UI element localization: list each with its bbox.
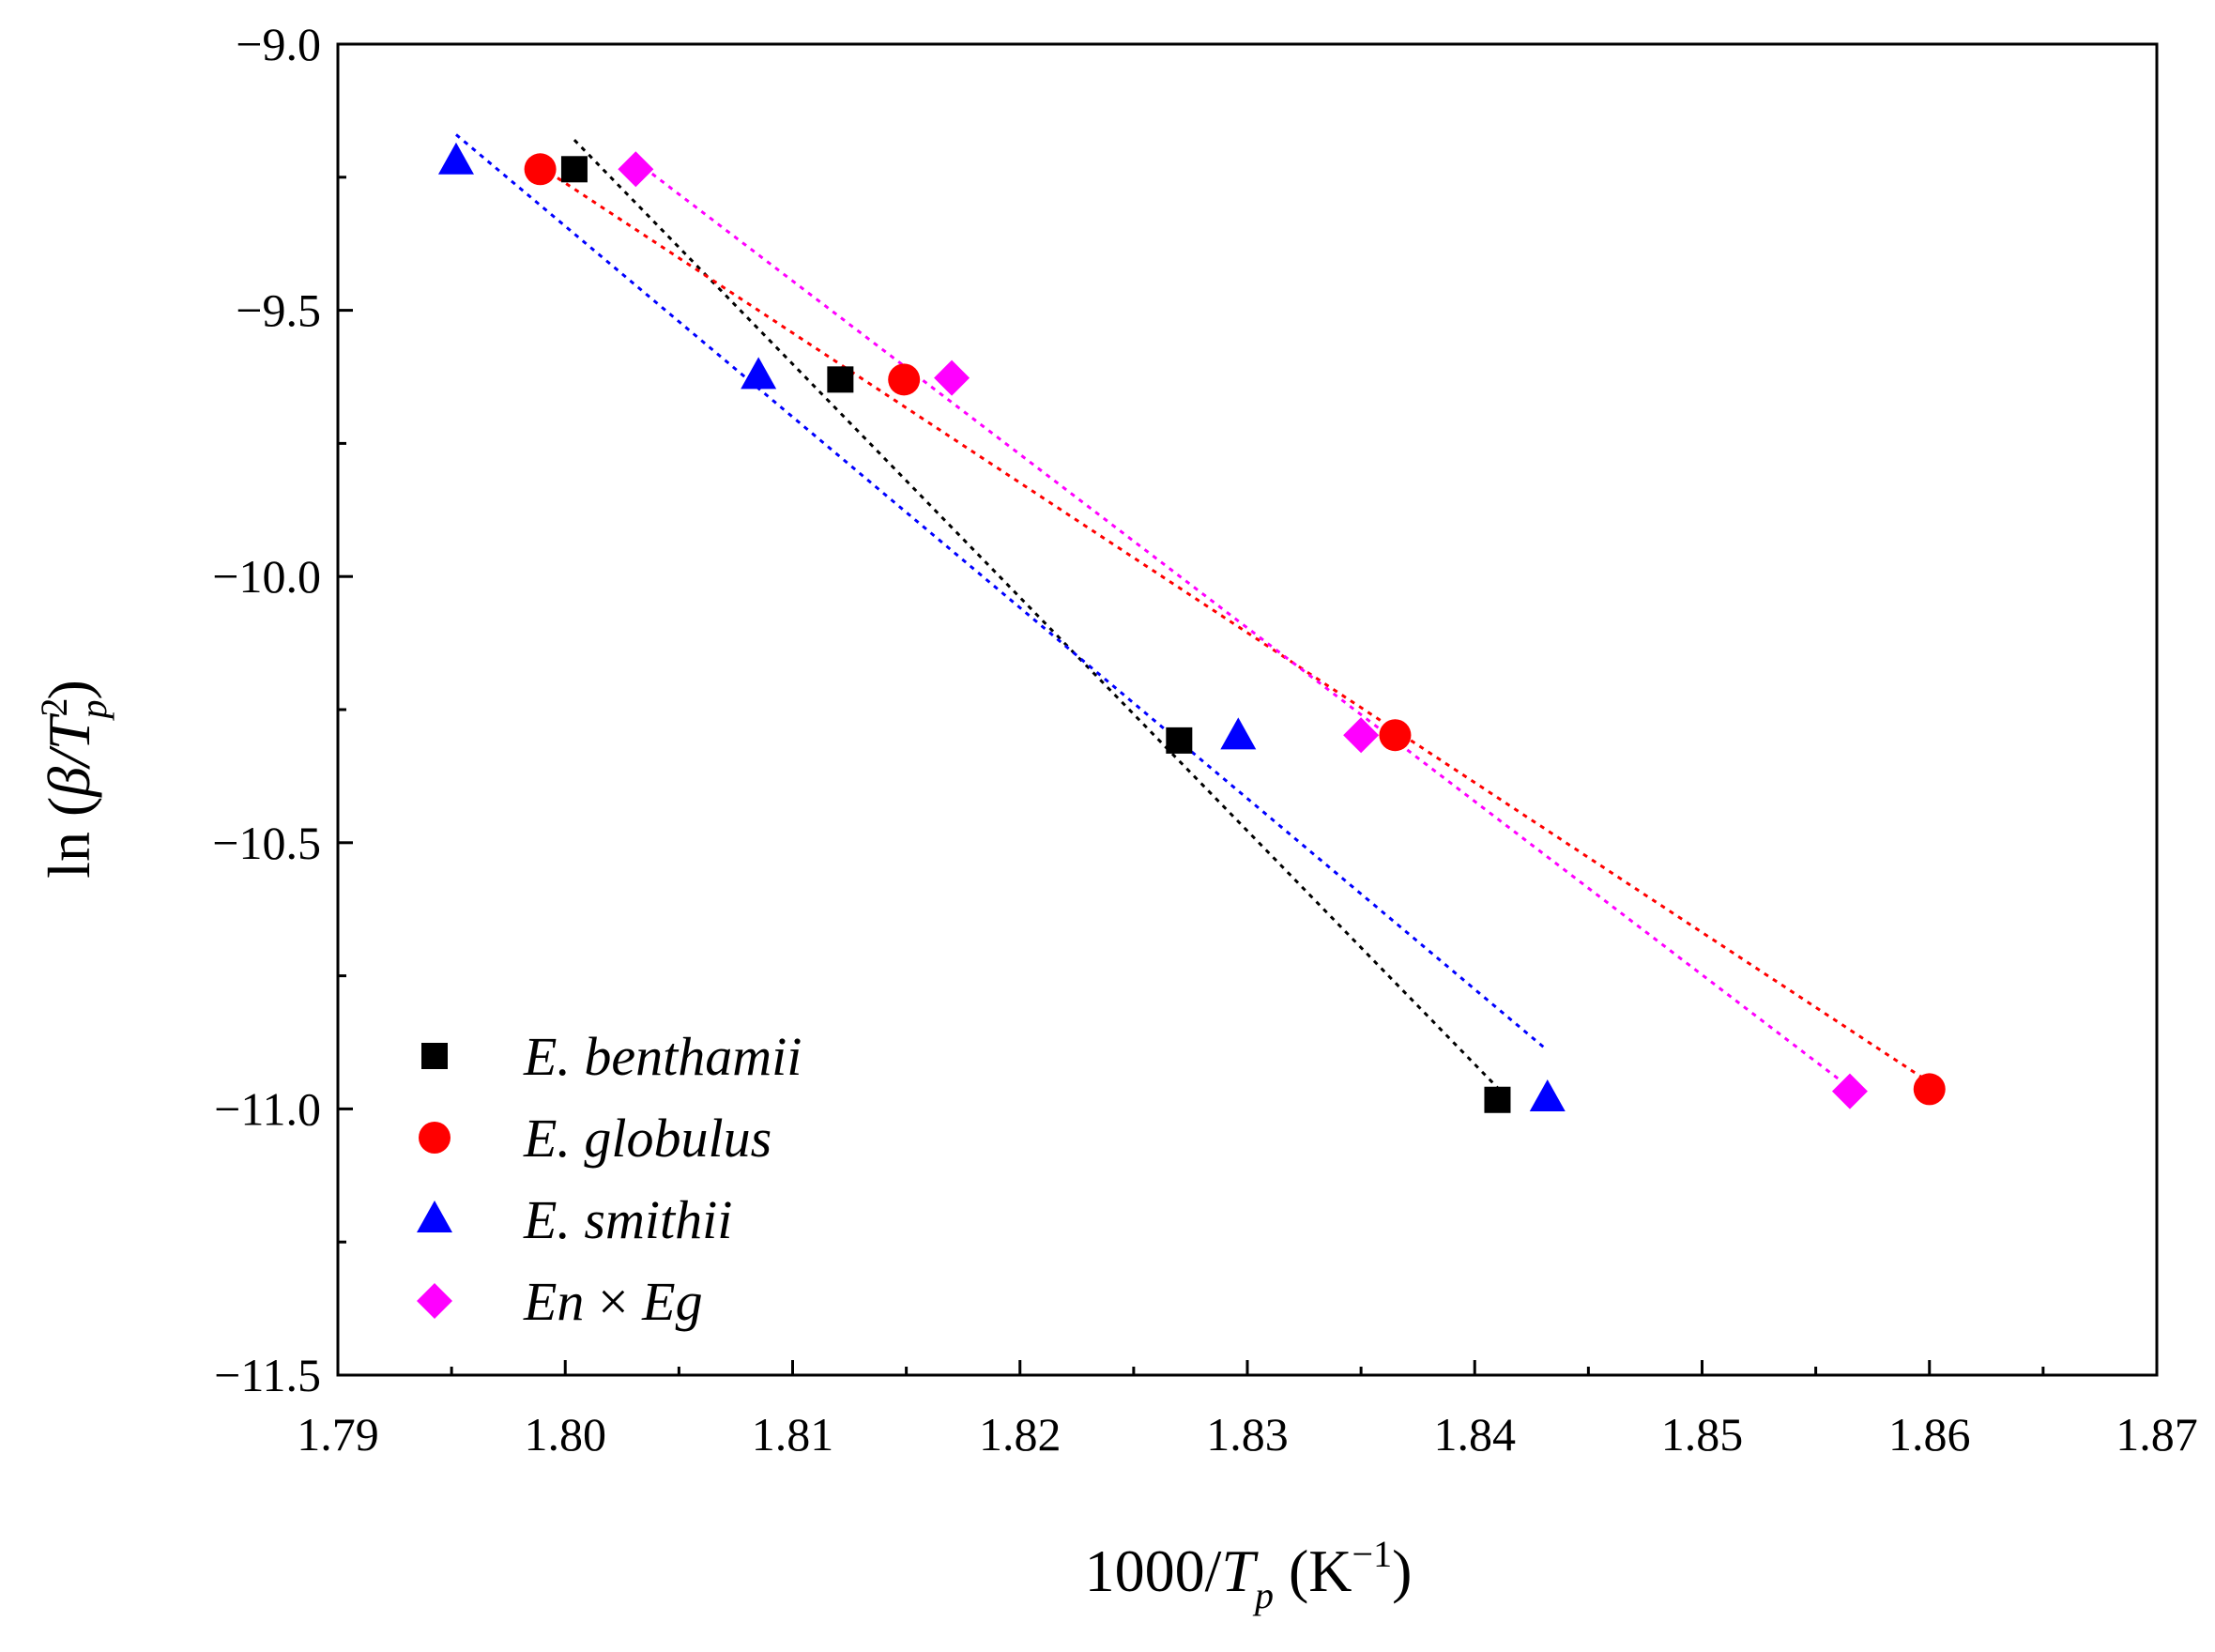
y-tick-label: −10.5 bbox=[212, 817, 321, 869]
legend-marker-e-globulus bbox=[419, 1122, 451, 1154]
point-en-eg bbox=[934, 359, 970, 396]
y-tick-label: −10.0 bbox=[212, 550, 321, 603]
data-markers bbox=[437, 142, 1946, 1113]
legend-marker-e-smithii bbox=[417, 1201, 452, 1232]
legend-label-e-globulus: E. globulus bbox=[523, 1108, 771, 1169]
x-tick-label: 1.83 bbox=[1206, 1408, 1289, 1461]
legend-marker-en-eg bbox=[417, 1283, 452, 1319]
y-tick-label: −11.0 bbox=[214, 1082, 321, 1135]
point-e-globulus bbox=[1913, 1073, 1946, 1106]
legend-label-en-eg: En × Eg bbox=[523, 1271, 703, 1332]
legend-marker-e-benthamii bbox=[421, 1043, 448, 1069]
point-e-benthamii bbox=[560, 156, 588, 183]
x-tick-label: 1.86 bbox=[1888, 1408, 1971, 1461]
legend-label-e-smithii: E. smithii bbox=[523, 1189, 732, 1250]
point-e-smithii bbox=[437, 142, 474, 175]
point-e-smithii bbox=[1220, 717, 1257, 750]
point-e-globulus bbox=[524, 153, 557, 186]
legend-label-e-benthamii: E. benthamii bbox=[523, 1026, 802, 1087]
point-e-benthamii bbox=[1166, 727, 1193, 754]
y-tick-label: −9.0 bbox=[236, 18, 321, 70]
point-e-benthamii bbox=[1484, 1086, 1511, 1113]
fit-line-e-benthamii bbox=[573, 139, 1499, 1089]
point-e-smithii bbox=[741, 357, 777, 390]
x-axis-title: 1000/Tp (K−1) bbox=[1085, 1533, 1413, 1616]
point-en-eg bbox=[1343, 717, 1380, 754]
point-e-smithii bbox=[1529, 1079, 1566, 1112]
x-tick-label: 1.84 bbox=[1434, 1408, 1517, 1461]
x-tick-label: 1.82 bbox=[979, 1408, 1062, 1461]
y-tick-label: −11.5 bbox=[214, 1349, 321, 1401]
y-axis-title: ln (β/T2p) bbox=[33, 680, 115, 879]
point-e-benthamii bbox=[827, 366, 854, 393]
x-tick-label: 1.87 bbox=[2116, 1408, 2198, 1461]
fit-line-en-eg bbox=[634, 160, 1851, 1089]
legend: E. benthamii E. globulus E. smithii En × Eg bbox=[417, 1026, 802, 1332]
point-en-eg bbox=[1831, 1073, 1868, 1109]
plot-area bbox=[336, 42, 2159, 1377]
point-e-globulus bbox=[888, 363, 921, 396]
x-tick-label: 1.80 bbox=[525, 1408, 607, 1461]
x-axis: 1.79 1.80 1.81 1.82 1.83 1.84 1.85 1.86 1.87 bbox=[297, 1360, 2198, 1461]
point-en-eg bbox=[618, 151, 654, 188]
x-tick-label: 1.79 bbox=[297, 1408, 379, 1461]
x-tick-label: 1.81 bbox=[752, 1408, 834, 1461]
point-e-globulus bbox=[1379, 719, 1412, 752]
y-axis: −9.0 −9.5 −10.0 −10.5 −11.0 −11.5 bbox=[212, 18, 353, 1401]
x-tick-label: 1.85 bbox=[1661, 1408, 1744, 1461]
y-tick-label: −9.5 bbox=[236, 284, 321, 337]
fit-line-e-globulus bbox=[539, 165, 1931, 1084]
fit-lines bbox=[455, 133, 1931, 1089]
